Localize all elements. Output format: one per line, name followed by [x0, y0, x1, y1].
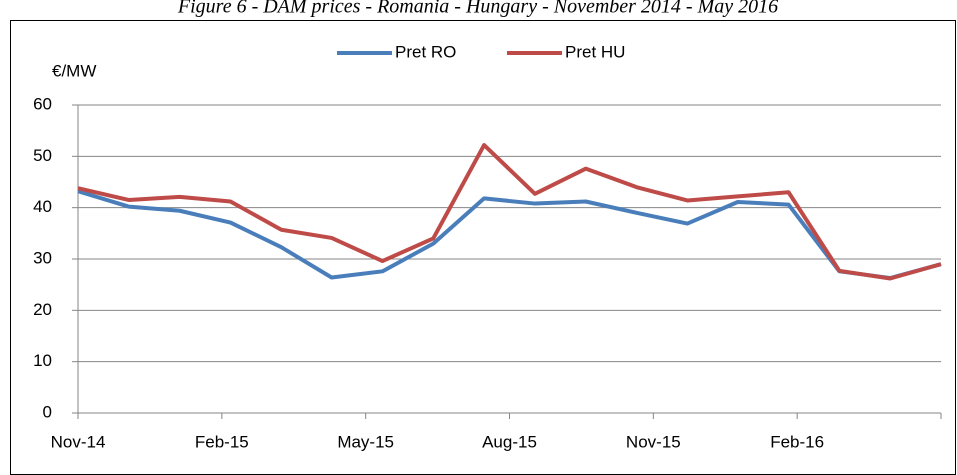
y-tick-label: 0 — [43, 402, 52, 421]
y-tick-label: 40 — [33, 197, 52, 216]
line-series — [77, 143, 942, 281]
legend-label: Pret HU — [565, 42, 625, 61]
x-tick-label: Feb-16 — [770, 432, 824, 451]
x-tick-label: Feb-15 — [195, 432, 249, 451]
y-tick-label: 10 — [33, 351, 52, 370]
line-series — [77, 189, 942, 280]
y-axis-label: €/MW — [52, 61, 96, 80]
y-tick-label: 50 — [33, 146, 52, 165]
x-tick-label: May-15 — [337, 432, 394, 451]
x-tick-label: Nov-15 — [626, 432, 681, 451]
chart-border — [10, 20, 956, 475]
x-tick-label: Nov-14 — [51, 432, 106, 451]
y-tick-label: 30 — [33, 248, 52, 267]
legend-label: Pret RO — [395, 42, 456, 61]
y-tick-label: 20 — [33, 300, 52, 319]
x-tick-label: Aug-15 — [482, 432, 537, 451]
y-tick-label: 60 — [33, 94, 52, 113]
chart-title: Figure 6 - DAM prices - Romania - Hungar… — [177, 0, 778, 18]
